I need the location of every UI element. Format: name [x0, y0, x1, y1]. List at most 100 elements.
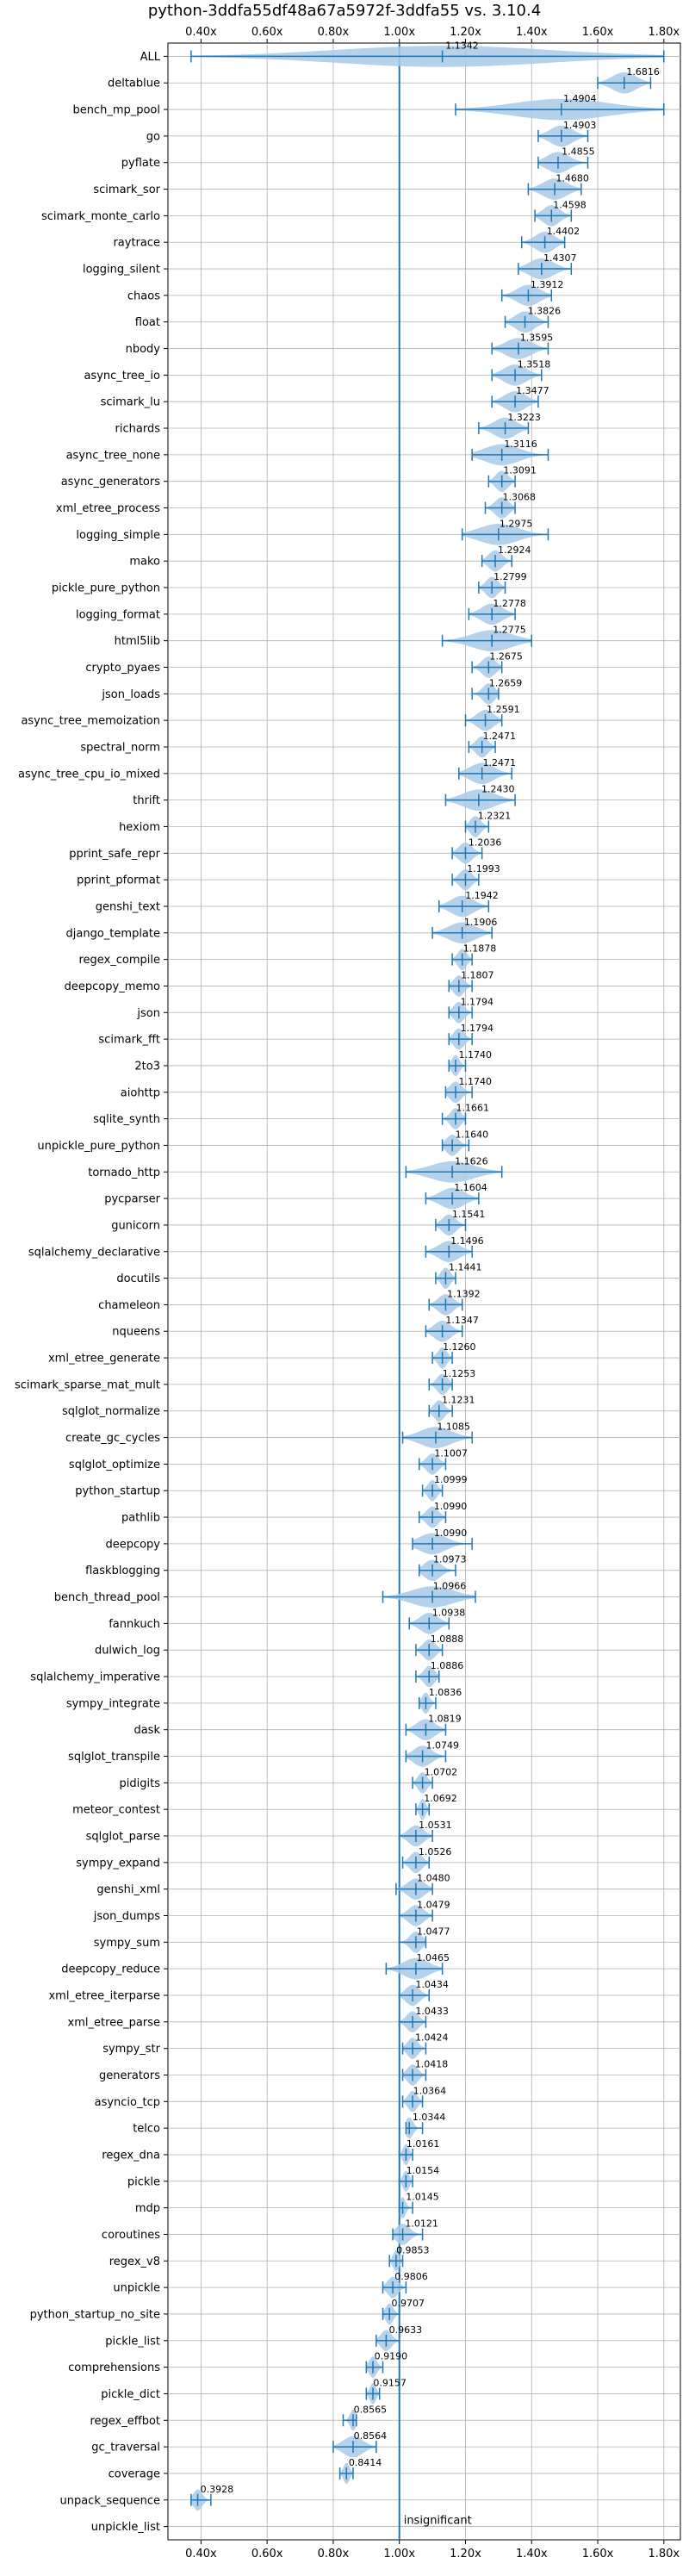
value-label: 1.0888 [431, 1633, 464, 1645]
category-label: ALL [140, 51, 161, 64]
category-label: python_startup [75, 1485, 160, 1498]
value-label: 1.1441 [449, 1262, 482, 1273]
category-label: go [146, 130, 160, 143]
value-label: 1.0465 [417, 1952, 450, 1963]
value-label: 1.0999 [434, 1474, 467, 1485]
chart-title: python-3ddfa55df48a67a5972f-3ddfa55 vs. … [147, 2, 542, 20]
value-label: 1.2471 [483, 731, 517, 742]
category-label: sympy_sum [94, 1937, 160, 1950]
x-tick-label-bottom: 1.60x [582, 2548, 614, 2560]
category-label: async_tree_none [66, 449, 160, 462]
category-label: xml_etree_generate [48, 1353, 160, 1366]
value-label: 1.1496 [450, 1235, 484, 1247]
value-label: 1.1942 [465, 890, 499, 901]
value-label: 1.3091 [503, 465, 537, 476]
category-label: sqlite_synth [93, 1113, 160, 1126]
x-tick-label-top: 1.00x [383, 26, 415, 39]
category-label: python_startup_no_site [30, 2308, 160, 2321]
value-label: 1.2659 [489, 677, 523, 688]
value-label: 0.9806 [394, 2271, 428, 2282]
category-label: nqueens [112, 1326, 160, 1339]
category-label: scimark_lu [101, 396, 160, 409]
category-label: dulwich_log [95, 1645, 160, 1658]
category-label: scimark_sor [93, 184, 160, 196]
category-label: unpack_sequence [59, 2494, 160, 2507]
value-label: 0.8565 [354, 2404, 388, 2415]
category-label: pickle_dict [101, 2388, 160, 2401]
value-label: 1.0479 [417, 1900, 450, 1911]
category-label: xml_etree_iterparse [48, 1989, 160, 2002]
category-label: genshi_xml [96, 1883, 160, 1896]
value-label: 1.2471 [483, 757, 517, 768]
category-label: spectral_norm [80, 741, 160, 754]
value-label: 1.4402 [547, 226, 580, 237]
x-tick-label-bottom: 1.80x [648, 2548, 680, 2560]
value-label: 1.2778 [493, 598, 526, 609]
category-label: logging_silent [83, 264, 160, 277]
category-label: deltablue [108, 78, 160, 90]
value-label: 1.2775 [493, 625, 526, 636]
value-label: 1.0418 [415, 2058, 449, 2069]
category-label: logging_format [76, 608, 160, 621]
value-label: 1.1253 [443, 1368, 476, 1379]
value-label: 0.9157 [373, 2377, 407, 2388]
value-label: 1.0819 [428, 1714, 461, 1725]
value-label: 1.1740 [459, 1076, 493, 1087]
value-label: 1.1342 [445, 40, 479, 51]
value-label: 1.3595 [520, 333, 554, 344]
value-label: 1.0161 [407, 2138, 440, 2150]
value-label: 1.3116 [504, 439, 537, 450]
x-tick-label-bottom: 0.80x [318, 2548, 350, 2560]
category-label: mako [129, 556, 160, 569]
category-label: deepcopy_memo [65, 980, 160, 993]
value-label: 1.6816 [626, 66, 660, 78]
category-label: sympy_str [102, 2043, 160, 2056]
category-label: thrift [133, 794, 160, 807]
category-label: html5lib [115, 635, 160, 648]
value-label: 1.0477 [417, 1926, 450, 1937]
category-label: pyflate [121, 157, 160, 170]
category-label: scimark_monte_carlo [41, 210, 160, 223]
category-label: json_loads [101, 688, 160, 701]
value-label: 1.1007 [434, 1447, 468, 1459]
value-label: 1.0973 [433, 1554, 466, 1565]
x-tick-label-top: 1.20x [450, 26, 481, 39]
value-label: 1.4307 [543, 252, 577, 264]
value-label: 1.1604 [454, 1182, 487, 1193]
category-label: tornado_http [88, 1167, 160, 1179]
category-label: coroutines [102, 2229, 160, 2242]
category-label: richards [115, 423, 161, 436]
value-label: 0.8414 [349, 2457, 382, 2468]
category-label: coverage [109, 2467, 160, 2480]
category-label: json [136, 1007, 160, 1020]
category-label: bench_mp_pool [72, 104, 160, 117]
category-label: unpickle_pure_python [37, 1140, 160, 1153]
category-label: regex_effbot [90, 2415, 160, 2428]
category-label: logging_simple [76, 529, 160, 542]
x-tick-label-bottom: 1.00x [383, 2548, 415, 2560]
value-label: 1.1740 [459, 1049, 493, 1061]
value-label: 0.9190 [375, 2351, 408, 2362]
value-label: 1.0966 [433, 1581, 467, 1592]
value-label: 1.4903 [563, 120, 597, 131]
value-label: 1.1626 [455, 1155, 488, 1167]
category-label: mdp [135, 2202, 160, 2215]
category-label: sqlalchemy_declarative [28, 1246, 160, 1259]
category-label: unpickle_list [91, 2521, 160, 2534]
category-label: raytrace [113, 237, 160, 250]
x-tick-label-bottom: 0.40x [185, 2548, 217, 2560]
x-tick-label-top: 0.40x [185, 26, 217, 39]
category-label: sympy_expand [76, 1857, 160, 1870]
value-label: 1.0121 [405, 2218, 438, 2229]
category-label: 2to3 [134, 1060, 160, 1073]
value-label: 1.3518 [518, 358, 551, 370]
value-label: 1.4855 [562, 146, 595, 158]
category-label: pickle_list [105, 2335, 160, 2348]
value-label: 1.2675 [489, 651, 523, 663]
category-label: sqlglot_optimize [69, 1459, 160, 1472]
value-label: 1.2924 [498, 544, 531, 556]
value-label: 1.0836 [429, 1687, 462, 1698]
value-label: 1.0480 [417, 1873, 450, 1884]
category-label: sqlalchemy_imperative [30, 1671, 160, 1684]
